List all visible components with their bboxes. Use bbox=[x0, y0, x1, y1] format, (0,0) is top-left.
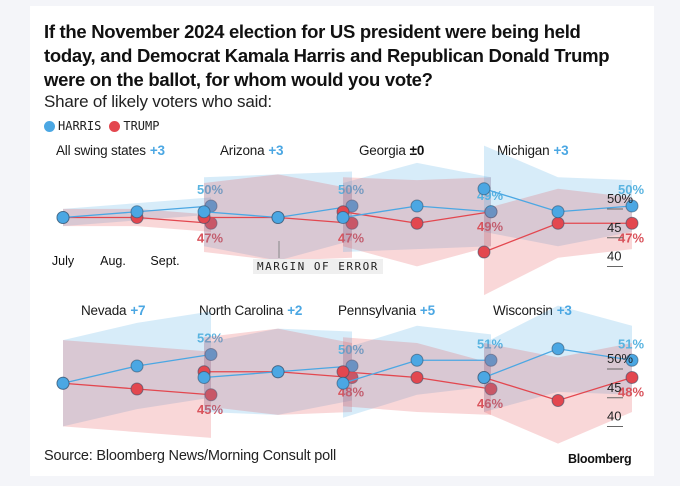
trump-value-label-pennsylvania: 46% bbox=[477, 396, 503, 411]
x-tick-label-aug: Aug. bbox=[100, 254, 126, 268]
panel-name: Georgia bbox=[359, 143, 406, 158]
panel-name: Michigan bbox=[497, 143, 550, 158]
harris-value-label-nevada: 52% bbox=[197, 331, 223, 346]
panel-name: Arizona bbox=[220, 143, 265, 158]
harris-point-michigan-aug bbox=[551, 205, 565, 219]
y-tick-label-bottom-0: 50% bbox=[607, 351, 633, 366]
harris-point-arizona-july bbox=[197, 205, 211, 219]
y-tick-label-top-0: 50% bbox=[607, 191, 633, 206]
panel-margin: +3 bbox=[553, 143, 569, 158]
trump-point-wisconsin-aug bbox=[551, 394, 565, 407]
panel-name: Nevada bbox=[81, 303, 127, 318]
trump-value-label-arizona: 47% bbox=[338, 230, 364, 245]
trump-point-pennsylvania-july bbox=[336, 365, 350, 379]
trump-dot-icon bbox=[109, 120, 121, 132]
harris-point-pennsylvania-aug bbox=[410, 353, 424, 367]
panel-title-nevada: Nevada +7 bbox=[81, 303, 146, 318]
panel-margin: +7 bbox=[130, 303, 146, 318]
trump-point-nevada-sept bbox=[204, 388, 218, 402]
harris-point-georgia-july bbox=[336, 211, 350, 224]
panel-title-pennsylvania: Pennsylvania +5 bbox=[338, 303, 435, 318]
legend-label-trump: TRUMP bbox=[123, 119, 160, 133]
harris-point-nevada-july bbox=[56, 376, 70, 390]
harris-point-north-carolina-aug bbox=[271, 365, 285, 379]
panel-title-wisconsin: Wisconsin +3 bbox=[493, 303, 572, 318]
harris-value-label-arizona: 50% bbox=[338, 182, 364, 197]
legend-item-trump: TRUMP bbox=[109, 119, 159, 133]
harris-value-label-north-carolina: 50% bbox=[338, 342, 364, 357]
harris-point-nevada-sept bbox=[204, 348, 218, 361]
y-tick-label-top-1: 45 bbox=[607, 220, 621, 235]
trump-point-pennsylvania-sept bbox=[484, 382, 498, 396]
chart-subtitle: Share of likely voters who said: bbox=[44, 92, 272, 111]
harris-value-label-all-swing-states: 50% bbox=[197, 182, 223, 197]
trump-point-georgia-aug bbox=[410, 216, 424, 230]
panel-title-michigan: Michigan +3 bbox=[497, 143, 569, 158]
harris-point-nevada-aug bbox=[130, 359, 144, 373]
harris-value-label-michigan: 50% bbox=[618, 182, 644, 197]
source-note: Source: Bloomberg News/Morning Consult p… bbox=[44, 448, 337, 464]
chart-title: If the November 2024 election for US pre… bbox=[44, 21, 610, 90]
harris-value-label-pennsylvania: 51% bbox=[477, 336, 503, 351]
harris-point-wisconsin-sept bbox=[625, 353, 639, 367]
trump-point-michigan-aug bbox=[551, 216, 565, 230]
panel-margin: +3 bbox=[556, 303, 572, 318]
trump-point-michigan-sept bbox=[625, 216, 639, 230]
legend-label-harris: HARRIS bbox=[58, 119, 102, 133]
harris-point-all-swing-states-july bbox=[56, 211, 70, 224]
panel-name: Pennsylvania bbox=[338, 303, 416, 318]
trump-point-wisconsin-sept bbox=[625, 371, 639, 384]
panel-title-north-carolina: North Carolina +2 bbox=[199, 303, 302, 318]
harris-point-north-carolina-july bbox=[197, 371, 211, 384]
harris-point-pennsylvania-july bbox=[336, 376, 350, 390]
harris-point-wisconsin-aug bbox=[551, 342, 565, 356]
harris-point-michigan-july bbox=[477, 182, 491, 196]
trump-value-label-georgia: 49% bbox=[477, 219, 503, 234]
panel-margin: ±0 bbox=[409, 143, 425, 158]
panel-margin: +3 bbox=[268, 143, 284, 158]
harris-point-wisconsin-july bbox=[477, 371, 491, 384]
harris-moe-band-wisconsin bbox=[484, 305, 632, 412]
panel-margin: +3 bbox=[149, 143, 165, 158]
harris-moe-band-michigan bbox=[484, 145, 632, 247]
trump-value-label-nevada: 45% bbox=[197, 402, 223, 417]
harris-point-all-swing-states-aug bbox=[130, 205, 144, 219]
x-tick-label-july: July bbox=[52, 254, 75, 268]
legend: HARRIS TRUMP bbox=[44, 119, 167, 133]
harris-point-michigan-sept bbox=[625, 199, 639, 213]
panel-title-arizona: Arizona +3 bbox=[220, 143, 284, 158]
trump-moe-band-michigan bbox=[484, 188, 632, 296]
panel-title-georgia: Georgia ±0 bbox=[359, 143, 424, 158]
trump-value-label-michigan: 47% bbox=[618, 230, 644, 245]
harris-point-arizona-aug bbox=[271, 211, 285, 224]
harris-value-label-wisconsin: 51% bbox=[618, 336, 644, 351]
harris-point-pennsylvania-sept bbox=[484, 353, 498, 367]
margin-of-error-label: MARGIN OF ERROR bbox=[253, 259, 383, 274]
panel-margin: +5 bbox=[419, 303, 435, 318]
panel-name: North Carolina bbox=[199, 303, 284, 318]
y-tick-label-top-2: 40 bbox=[607, 249, 621, 264]
harris-dot-icon bbox=[44, 120, 55, 132]
legend-item-harris: HARRIS bbox=[44, 119, 101, 133]
harris-point-georgia-aug bbox=[410, 199, 424, 213]
panel-title-all: All swing states +3 bbox=[56, 143, 165, 158]
panel-name: Wisconsin bbox=[493, 303, 553, 318]
y-tick-label-bottom-1: 45 bbox=[607, 380, 621, 395]
trump-point-nevada-aug bbox=[130, 382, 144, 396]
trump-value-label-wisconsin: 48% bbox=[618, 385, 644, 400]
brand-logo: Bloomberg bbox=[568, 452, 632, 466]
panel-margin: +2 bbox=[287, 303, 303, 318]
trump-point-pennsylvania-aug bbox=[410, 371, 424, 384]
harris-point-georgia-sept bbox=[484, 205, 498, 219]
x-tick-label-sept: Sept. bbox=[150, 254, 179, 268]
trump-value-label-all-swing-states: 47% bbox=[197, 230, 223, 245]
panel-name: All swing states bbox=[56, 143, 146, 158]
y-tick-label-bottom-2: 40 bbox=[607, 409, 621, 424]
trump-moe-band-wisconsin bbox=[484, 343, 632, 444]
trump-point-michigan-july bbox=[477, 245, 491, 259]
